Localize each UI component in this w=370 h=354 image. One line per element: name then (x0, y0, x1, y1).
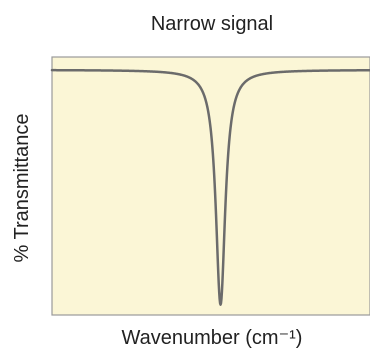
plot-area (51, 56, 370, 316)
x-axis-label: Wavenumber (cm⁻¹) (122, 327, 303, 349)
y-axis-label: % Transmittance (11, 114, 33, 263)
chart-title: Narrow signal (151, 13, 273, 35)
transmittance-series-line (50, 68, 370, 306)
